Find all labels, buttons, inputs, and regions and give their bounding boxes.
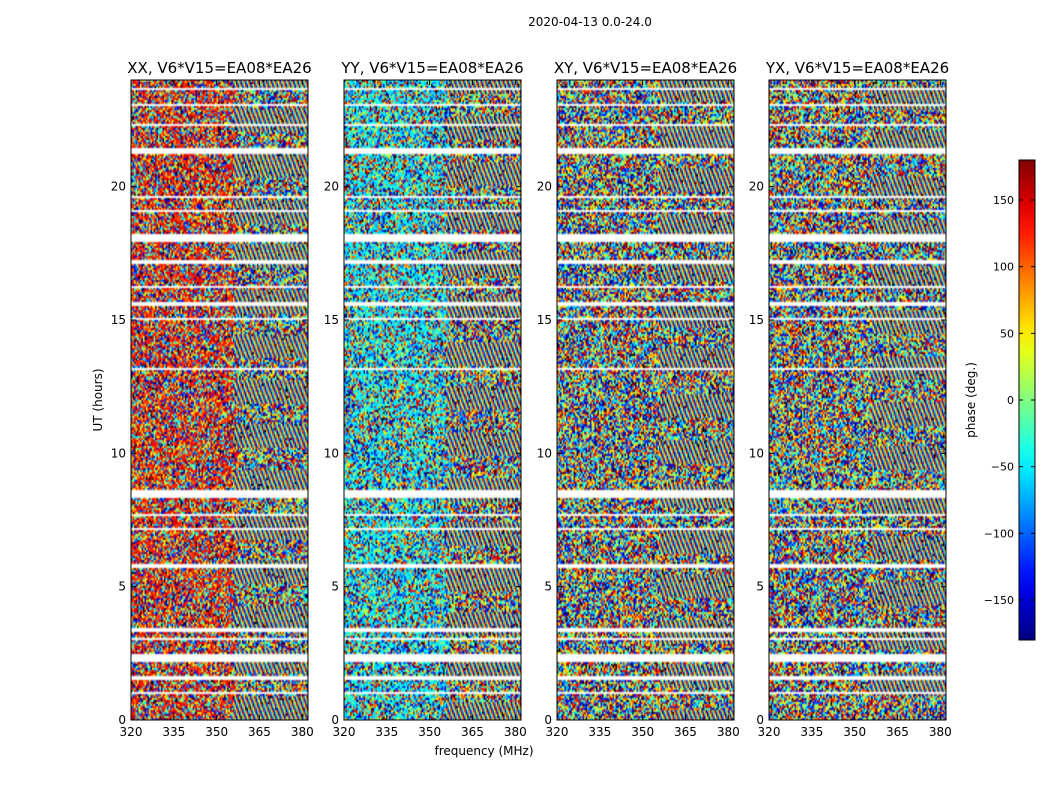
- x-tick-label: 365: [674, 725, 697, 739]
- x-tick-label: 335: [375, 725, 398, 739]
- x-tick-label: 320: [333, 725, 356, 739]
- panel-title: YY, V6*V15=EA08*EA26: [340, 59, 523, 77]
- colorbar-label: phase (deg.): [964, 362, 978, 438]
- y-tick-label: 10: [111, 446, 126, 460]
- colorbar-tick-label: −100: [984, 527, 1014, 540]
- y-tick-label: 15: [324, 313, 339, 327]
- panel-title: YX, V6*V15=EA08*EA26: [765, 59, 949, 77]
- colorbar: phase (deg.) −150 −100 −50 0 50 100 150: [964, 159, 1036, 641]
- y-axis-label: UT (hours): [91, 368, 105, 431]
- x-tick-label: 365: [461, 725, 484, 739]
- x-tick-label: 320: [120, 725, 143, 739]
- colorbar-tick-label: 100: [993, 261, 1014, 274]
- y-tick-label: 0: [118, 713, 126, 727]
- panel-3: YX, V6*V15=EA08*EA26 320 335 350 365 380 0 5 10 1…: [749, 59, 952, 739]
- x-tick-label: 380: [291, 725, 314, 739]
- x-tick-label: 335: [162, 725, 185, 739]
- y-tick-label: 20: [324, 180, 339, 194]
- heatmap-1: [344, 80, 521, 720]
- panel-0: XX, V6*V15=EA08*EA26 320 335 350 365 380 0 5 10 1…: [111, 59, 314, 739]
- y-tick-label: 0: [544, 713, 552, 727]
- panel-frame: [768, 79, 947, 721]
- y-tick-label: 15: [537, 313, 552, 327]
- y-tick-label: 20: [537, 180, 552, 194]
- x-tick-label: 320: [546, 725, 569, 739]
- x-tick-label: 380: [504, 725, 527, 739]
- panels-group: XX, V6*V15=EA08*EA26 320 335 350 365 380 0 5 10 1…: [111, 59, 952, 739]
- panel-title: XY, V6*V15=EA08*EA26: [554, 59, 737, 77]
- panel-1: YY, V6*V15=EA08*EA26 320 335 350 365 380 0 5 10 1…: [324, 59, 527, 739]
- y-tick-label: 0: [756, 713, 764, 727]
- y-tick-label: 20: [111, 180, 126, 194]
- heatmap-3: [769, 80, 946, 720]
- x-tick-label: 365: [886, 725, 909, 739]
- x-tick-label: 350: [205, 725, 228, 739]
- y-tick-label: 0: [331, 713, 339, 727]
- panel-title: XX, V6*V15=EA08*EA26: [127, 59, 311, 77]
- panel-2: XY, V6*V15=EA08*EA26 320 335 350 365 380 0 5 10 1…: [537, 59, 740, 739]
- panel-frame: [343, 79, 522, 721]
- y-tick-label: 15: [749, 313, 764, 327]
- panel-frame: [556, 79, 735, 721]
- x-tick-label: 380: [717, 725, 740, 739]
- x-tick-label: 320: [758, 725, 781, 739]
- y-tick-label: 10: [537, 446, 552, 460]
- x-tick-label: 365: [248, 725, 271, 739]
- figure-suptitle: 2020-04-13 0.0-24.0: [528, 15, 652, 29]
- y-tick-label: 10: [324, 446, 339, 460]
- heatmap-0: [131, 80, 308, 720]
- x-tick-label: 350: [843, 725, 866, 739]
- x-tick-label: 335: [588, 725, 611, 739]
- colorbar-tick-label: −150: [984, 594, 1014, 607]
- y-tick-label: 5: [544, 580, 552, 594]
- x-tick-label: 350: [418, 725, 441, 739]
- y-tick-label: 15: [111, 313, 126, 327]
- panel-frame: [130, 79, 309, 721]
- heatmap-2: [557, 80, 734, 720]
- y-tick-label: 5: [756, 580, 764, 594]
- colorbar-tick-label: 150: [993, 194, 1014, 207]
- x-tick-label: 335: [800, 725, 823, 739]
- y-tick-label: 5: [118, 580, 126, 594]
- x-tick-label: 350: [631, 725, 654, 739]
- y-tick-label: 5: [331, 580, 339, 594]
- y-tick-label: 20: [749, 180, 764, 194]
- y-tick-label: 10: [749, 446, 764, 460]
- x-tick-label: 380: [929, 725, 952, 739]
- colorbar-tick-label: −50: [991, 461, 1014, 474]
- x-axis-label: frequency (MHz): [434, 744, 533, 758]
- colorbar-tick-label: 0: [1007, 394, 1014, 407]
- colorbar-tick-label: 50: [1000, 327, 1014, 340]
